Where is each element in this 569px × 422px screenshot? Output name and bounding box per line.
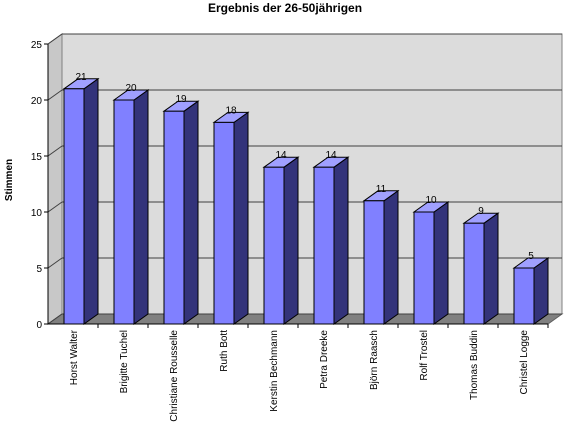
bar bbox=[213, 121, 235, 325]
y-tick-label: 25 bbox=[31, 40, 43, 51]
bar-side bbox=[433, 201, 449, 325]
bar-side bbox=[183, 100, 199, 325]
data-label: 20 bbox=[125, 83, 137, 94]
x-tick-label: Kerstin Bechmann bbox=[269, 330, 280, 412]
x-tick-label: Petra Dreeke bbox=[319, 330, 330, 389]
bar bbox=[463, 222, 485, 325]
grid-line bbox=[47, 89, 63, 101]
bar bbox=[363, 200, 385, 325]
bar bbox=[413, 211, 435, 325]
bar bbox=[513, 267, 535, 325]
data-label: 10 bbox=[425, 195, 437, 206]
x-tick-label: Christiane Rousselle bbox=[169, 330, 180, 422]
x-tick-label: Björn Raasch bbox=[369, 330, 380, 390]
data-label: 14 bbox=[325, 150, 337, 161]
grid-line bbox=[47, 313, 63, 325]
x-tick-label: Rolf Trostel bbox=[419, 330, 430, 381]
bar-side bbox=[83, 77, 99, 325]
y-tick-label: 15 bbox=[31, 152, 43, 163]
bar bbox=[313, 166, 335, 325]
data-label: 14 bbox=[275, 150, 287, 161]
y-tick-label: 10 bbox=[31, 208, 43, 219]
bar-side bbox=[283, 156, 299, 325]
chart-title: Ergebnis der 26-50jährigen bbox=[208, 1, 362, 15]
x-tick-label: Christel Logge bbox=[519, 330, 530, 395]
bar-side bbox=[233, 111, 249, 325]
data-label: 19 bbox=[175, 94, 187, 105]
bar bbox=[263, 166, 285, 325]
y-tick-label: 5 bbox=[36, 264, 42, 275]
grid-line bbox=[47, 145, 63, 157]
side-wall bbox=[47, 33, 63, 325]
data-label: 9 bbox=[478, 206, 484, 217]
bar-side bbox=[533, 257, 549, 325]
bar bbox=[63, 88, 85, 325]
grid-line bbox=[47, 257, 63, 269]
data-label: 21 bbox=[75, 72, 87, 83]
grid-line bbox=[47, 201, 63, 213]
x-tick-label: Horst Walter bbox=[69, 329, 80, 385]
data-label: 18 bbox=[225, 105, 237, 116]
bar bbox=[113, 99, 135, 325]
x-tick-label: Thomas Buddin bbox=[469, 330, 480, 400]
data-label: 11 bbox=[376, 184, 387, 195]
bar-side bbox=[483, 212, 499, 325]
bar-side bbox=[333, 156, 349, 325]
bar bbox=[163, 110, 185, 325]
y-tick-label: 0 bbox=[36, 320, 42, 331]
x-tick-label: Ruth Bott bbox=[219, 330, 230, 372]
grid-line bbox=[47, 33, 63, 45]
bar-side bbox=[383, 189, 399, 325]
x-tick-label: Brigitte Tuchel bbox=[119, 330, 130, 393]
y-axis-label: Stimmen bbox=[4, 159, 15, 201]
bar-side bbox=[133, 89, 149, 325]
data-label: 5 bbox=[528, 251, 534, 262]
y-tick-label: 20 bbox=[31, 96, 43, 107]
